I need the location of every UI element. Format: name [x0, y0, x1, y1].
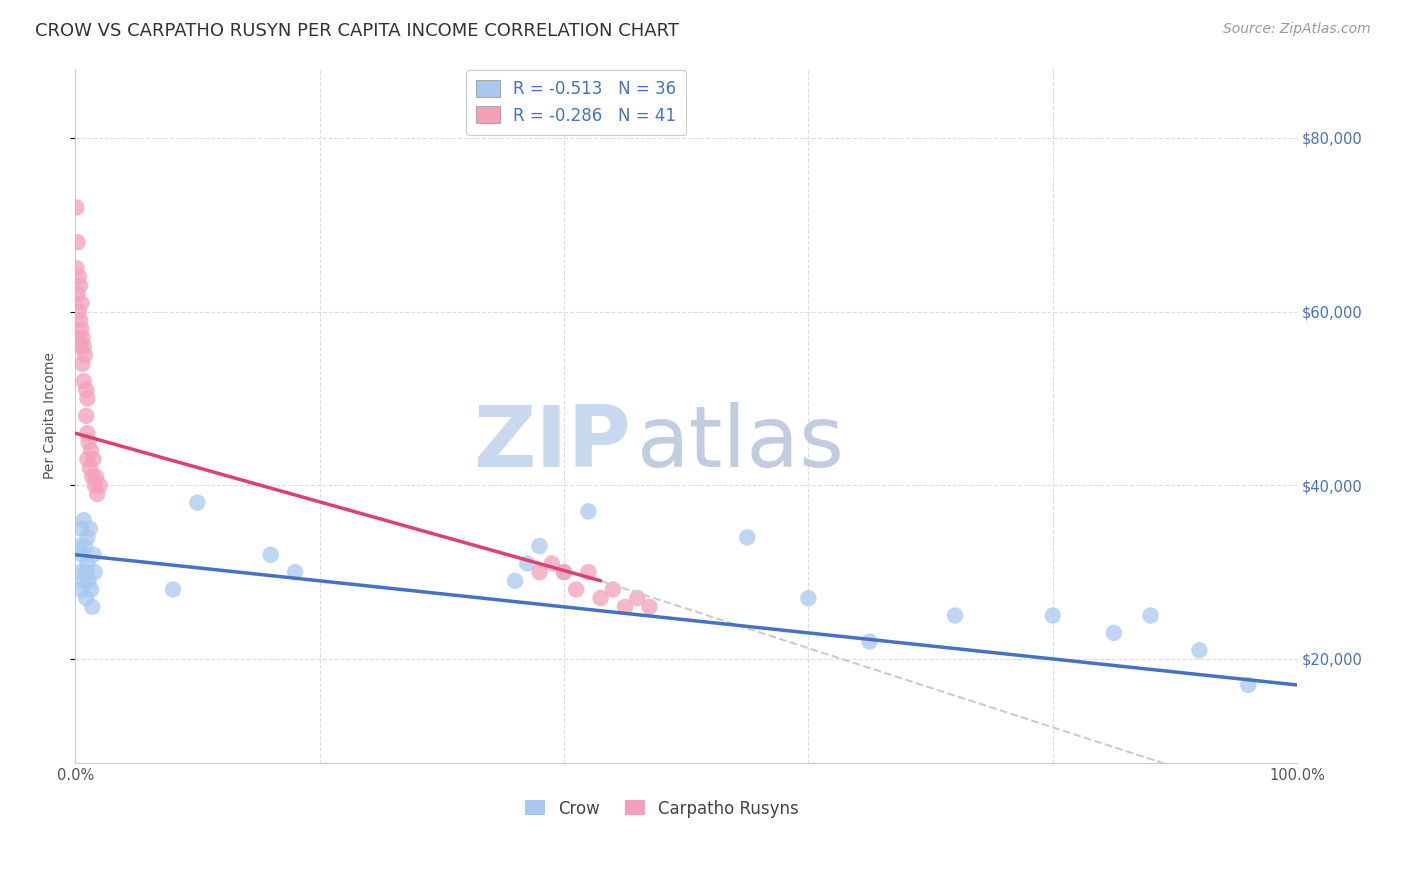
Point: [553, 565, 575, 579]
Point: [79, 522, 101, 536]
Point: [66, 235, 89, 249]
Point: [83, 565, 105, 579]
Point: [66, 287, 89, 301]
Text: atlas: atlas: [637, 402, 845, 485]
Point: [186, 496, 208, 510]
Point: [69, 339, 91, 353]
Point: [614, 599, 637, 614]
Point: [67, 269, 90, 284]
Point: [70, 296, 93, 310]
Point: [503, 574, 526, 588]
Point: [576, 565, 599, 579]
Point: [67, 539, 90, 553]
Point: [529, 565, 551, 579]
Point: [565, 582, 588, 597]
Point: [858, 634, 880, 648]
Point: [1042, 608, 1064, 623]
Point: [735, 530, 758, 544]
Point: [83, 548, 105, 562]
Point: [80, 582, 103, 597]
Text: ZIP: ZIP: [474, 402, 631, 485]
Point: [80, 443, 103, 458]
Point: [73, 539, 96, 553]
Point: [77, 574, 100, 588]
Point: [75, 591, 97, 606]
Point: [1237, 678, 1260, 692]
Point: [65, 201, 87, 215]
Legend: Crow, Carpatho Rusyns: Crow, Carpatho Rusyns: [517, 793, 806, 824]
Point: [82, 469, 104, 483]
Point: [70, 582, 93, 597]
Point: [70, 322, 93, 336]
Point: [77, 434, 100, 449]
Text: Source: ZipAtlas.com: Source: ZipAtlas.com: [1223, 22, 1371, 37]
Point: [638, 599, 661, 614]
Point: [84, 469, 107, 483]
Point: [943, 608, 966, 623]
Point: [72, 548, 94, 562]
Point: [553, 565, 575, 579]
Point: [75, 409, 97, 423]
Point: [1102, 626, 1125, 640]
Point: [69, 278, 91, 293]
Point: [589, 591, 612, 606]
Point: [67, 304, 90, 318]
Point: [797, 591, 820, 606]
Point: [516, 557, 538, 571]
Point: [76, 452, 98, 467]
Point: [86, 487, 108, 501]
Point: [69, 313, 91, 327]
Point: [73, 339, 96, 353]
Point: [83, 478, 105, 492]
Point: [540, 557, 562, 571]
Point: [76, 392, 98, 406]
Point: [72, 357, 94, 371]
Point: [284, 565, 307, 579]
Point: [70, 522, 93, 536]
Point: [65, 261, 87, 276]
Point: [75, 383, 97, 397]
Point: [67, 331, 90, 345]
Point: [72, 331, 94, 345]
Point: [82, 599, 104, 614]
Point: [73, 513, 96, 527]
Point: [1139, 608, 1161, 623]
Point: [73, 348, 96, 362]
Point: [626, 591, 648, 606]
Point: [76, 557, 98, 571]
Point: [69, 565, 91, 579]
Point: [76, 426, 98, 441]
Point: [529, 539, 551, 553]
Point: [602, 582, 624, 597]
Point: [73, 374, 96, 388]
Text: CROW VS CARPATHO RUSYN PER CAPITA INCOME CORRELATION CHART: CROW VS CARPATHO RUSYN PER CAPITA INCOME…: [35, 22, 679, 40]
Point: [75, 565, 97, 579]
Point: [79, 461, 101, 475]
Point: [162, 582, 184, 597]
Point: [260, 548, 283, 562]
Point: [83, 452, 105, 467]
Point: [73, 574, 96, 588]
Point: [576, 504, 599, 518]
Point: [76, 530, 98, 544]
Y-axis label: Per Capita Income: Per Capita Income: [44, 352, 58, 479]
Point: [89, 478, 111, 492]
Point: [1188, 643, 1211, 657]
